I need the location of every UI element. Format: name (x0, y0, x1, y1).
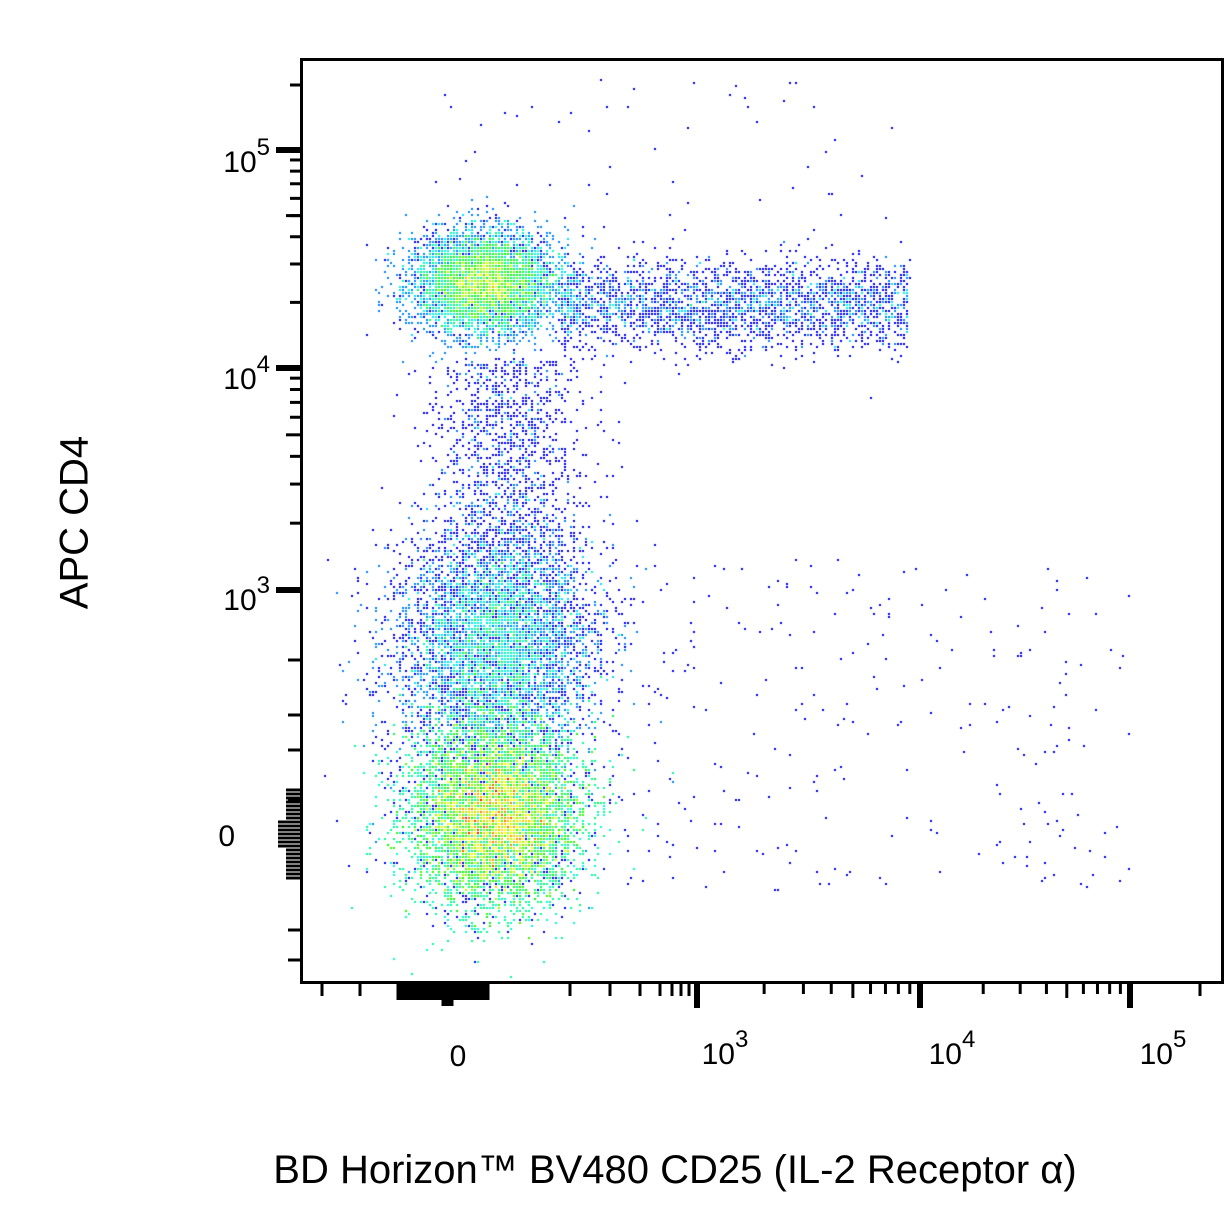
x-tick-label-1e3: 103 (701, 1026, 749, 1071)
y-tick-label-0: 0 (218, 820, 235, 853)
y-tick-label-1e4: 104 (223, 351, 270, 396)
x-tick-label-1e4: 104 (928, 1026, 976, 1071)
x-tick-label-1e5: 105 (1139, 1026, 1187, 1071)
y-tick-label-1e3: 103 (223, 572, 270, 617)
density-scatter-plot (303, 61, 1221, 981)
plot-area (300, 58, 1224, 984)
y-axis-title: APC CD4 (52, 435, 97, 610)
x-axis-title: BD Horizon™ BV480 CD25 (IL-2 Receptor α) (273, 1148, 1077, 1192)
y-tick-label-1e5: 105 (223, 134, 270, 179)
x-tick-label-0: 0 (449, 1040, 467, 1073)
